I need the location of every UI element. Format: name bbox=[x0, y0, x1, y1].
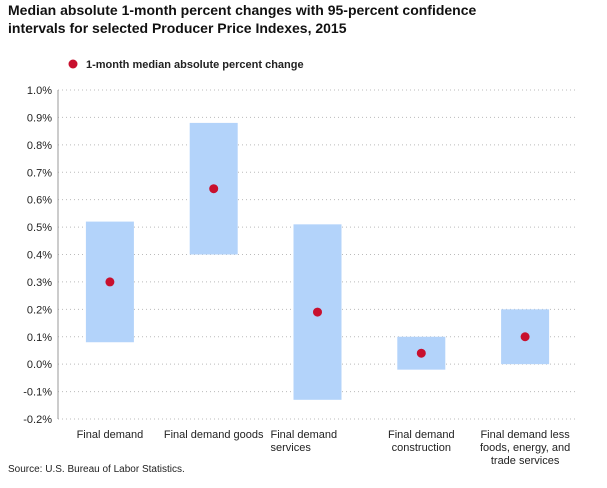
chart-title: Median absolute 1-month percent changes … bbox=[8, 2, 477, 36]
x-tick-label: Final demand bbox=[77, 429, 144, 441]
median-point bbox=[105, 277, 115, 287]
x-tick-label: Final demand less foods, energy, and trade… bbox=[480, 429, 570, 467]
median-point bbox=[520, 332, 530, 342]
median-point bbox=[209, 184, 219, 194]
median-point bbox=[416, 348, 426, 358]
legend-marker bbox=[68, 59, 78, 69]
y-tick-label: 0.6% bbox=[27, 195, 52, 207]
source-note: Source: U.S. Bureau of Labor Statistics. bbox=[8, 464, 185, 475]
y-tick-label: 0.9% bbox=[27, 112, 52, 124]
median-point bbox=[313, 307, 322, 317]
y-tick-label: 0.8% bbox=[27, 140, 52, 152]
y-tick-label: 1.0% bbox=[27, 85, 52, 97]
y-tick-label: 0.2% bbox=[27, 304, 52, 316]
legend-label: 1-month median absolute percent change bbox=[86, 59, 304, 71]
y-tick-label: 0.4% bbox=[27, 250, 52, 262]
y-tick-label: 0.3% bbox=[27, 277, 52, 289]
x-tick-label: Final demand construction bbox=[388, 429, 455, 454]
y-tick-label: 0.0% bbox=[27, 359, 52, 371]
y-tick-label: 0.1% bbox=[27, 332, 52, 344]
x-tick-label: Final demand services bbox=[271, 429, 338, 454]
y-tick-label: 0.5% bbox=[27, 222, 52, 234]
x-tick-label: Final demand goods bbox=[164, 429, 264, 441]
y-tick-label: -0.2% bbox=[23, 414, 52, 426]
y-tick-label: 0.7% bbox=[27, 167, 52, 179]
y-tick-label: -0.1% bbox=[23, 387, 52, 399]
